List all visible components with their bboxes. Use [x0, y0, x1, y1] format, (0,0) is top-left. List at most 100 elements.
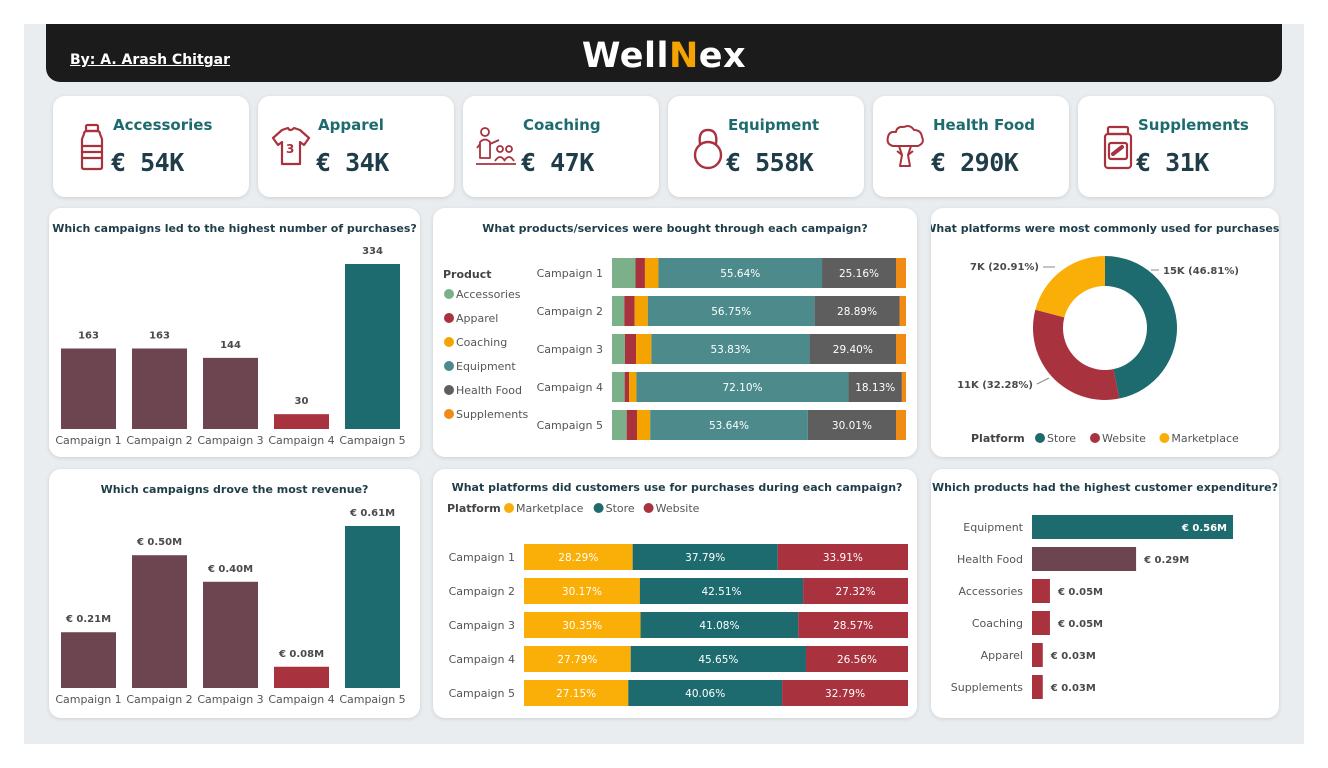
purchases-bar-chart: Which campaigns led to the highest numbe… — [52, 222, 417, 447]
segment-health-food — [814, 296, 900, 326]
data-label: 163 — [149, 330, 170, 341]
chart-title: Which products had the highest customer … — [932, 481, 1278, 494]
chart-title: Which campaigns led to the highest numbe… — [52, 222, 417, 235]
legend-marker-supplements — [444, 409, 454, 419]
tshirt-icon: 3 — [271, 126, 311, 166]
data-label: 28.57% — [833, 620, 873, 632]
data-label: 72.10% — [722, 382, 762, 394]
segment-accessories — [612, 372, 625, 402]
bar-campaign-3 — [203, 581, 258, 688]
segment-coaching — [636, 334, 652, 364]
legend-marker-equipment — [444, 361, 454, 371]
platforms-donut-chart: What platforms were most commonly used f… — [931, 222, 1279, 445]
tick-label: Campaign 2 — [126, 434, 192, 447]
segment-equipment — [651, 334, 810, 364]
svg-text:3: 3 — [286, 142, 294, 156]
tick-label: Coaching — [972, 617, 1023, 630]
tick-label: Campaign 3 — [197, 693, 263, 706]
segment-website — [798, 612, 908, 638]
bottle-icon — [80, 123, 104, 171]
legend-marker-website — [643, 503, 654, 513]
kpi-card-apparel[interactable]: 3 Apparel € 34K — [258, 96, 454, 197]
segment-marketplace — [524, 646, 631, 672]
segment-accessories — [612, 258, 636, 288]
segment-apparel — [624, 296, 635, 326]
legend-marker-coaching — [444, 337, 454, 347]
legend-marker-store — [1035, 433, 1045, 443]
tick-label: Supplements — [951, 681, 1024, 694]
kpi-card-coaching[interactable]: Coaching € 47K — [463, 96, 659, 197]
card-platforms-by-campaign: What platforms did customers use for pur… — [433, 469, 917, 718]
legend-label-marketplace: Marketplace — [516, 502, 584, 515]
segment-health-food — [848, 372, 902, 402]
data-label: 41.08% — [699, 620, 739, 632]
segment-supplements — [896, 334, 906, 364]
bar-campaign-1 — [61, 348, 116, 429]
data-label: 42.51% — [701, 586, 741, 598]
segment-coaching — [629, 372, 637, 402]
legend-marker-health-food — [444, 385, 454, 395]
bar-campaign-2 — [132, 555, 187, 688]
kpi-card-accessories[interactable]: Accessories € 54K — [53, 96, 249, 197]
legend-marker-marketplace — [504, 503, 514, 513]
segment-supplements — [899, 296, 906, 326]
legend-marker-store — [593, 503, 604, 513]
card-expenditure-chart: Which products had the highest customer … — [931, 469, 1279, 718]
legend-label-apparel: Apparel — [456, 312, 498, 325]
segment-marketplace — [524, 680, 629, 706]
kpi-card-equipment[interactable]: Equipment € 558K — [668, 96, 864, 197]
data-label: 144 — [220, 340, 241, 351]
bar-campaign-5 — [345, 264, 400, 429]
kpi-label: Health Food — [933, 116, 1036, 134]
segment-equipment — [650, 410, 808, 440]
tick-label: Campaign 2 — [449, 585, 515, 598]
tick-label: Campaign 1 — [449, 551, 515, 564]
legend-label-accessories: Accessories — [456, 288, 521, 301]
header-bar: By: A. Arash Chitgar WellNex — [46, 24, 1282, 82]
data-label: € 0.05M — [1057, 587, 1103, 598]
author-link[interactable]: By: A. Arash Chitgar — [70, 52, 231, 68]
slice-website — [1033, 309, 1120, 400]
chart-title: What platforms were most commonly used f… — [931, 222, 1279, 235]
broccoli-icon — [886, 125, 924, 167]
segment-accessories — [612, 410, 627, 440]
data-label: € 0.29M — [1143, 555, 1189, 566]
segment-accessories — [612, 296, 625, 326]
data-label: 45.65% — [698, 654, 738, 666]
segment-coaching — [634, 296, 648, 326]
slice-marketplace — [1035, 256, 1105, 318]
data-label: € 0.56M — [1181, 523, 1227, 534]
tick-label: Campaign 3 — [449, 619, 515, 632]
segment-apparel — [635, 258, 645, 288]
data-label: 53.83% — [710, 344, 750, 356]
leader-line — [1036, 377, 1050, 385]
segment-apparel — [626, 410, 637, 440]
legend-label-health-food: Health Food — [456, 384, 522, 397]
segment-marketplace — [524, 612, 641, 638]
tick-label: Campaign 4 — [268, 434, 334, 447]
legend-marker-website — [1090, 433, 1100, 443]
bar-campaign-5 — [345, 526, 400, 688]
tick-label: Campaign 2 — [537, 305, 603, 318]
legend-label-store: Store — [606, 502, 635, 515]
card-revenue-chart: Which campaigns drove the most revenue? €… — [49, 469, 420, 718]
segment-apparel — [624, 334, 637, 364]
card-purchases-chart: Which campaigns led to the highest numbe… — [49, 208, 420, 457]
segment-equipment — [636, 372, 849, 402]
kpi-value: € 47K — [521, 148, 594, 177]
kpi-card-supplements[interactable]: Supplements € 31K — [1078, 96, 1274, 197]
legend-label-store: Store — [1047, 432, 1076, 445]
kpi-value: € 34K — [316, 148, 389, 177]
tick-label: Apparel — [981, 649, 1023, 662]
tick-label: Campaign 4 — [537, 381, 603, 394]
bar-campaign-2 — [132, 348, 187, 429]
brand-tail: ex — [698, 36, 747, 76]
segment-coaching — [636, 410, 651, 440]
bar-apparel — [1032, 643, 1043, 667]
tick-label: Health Food — [957, 553, 1023, 566]
legend-title: Platform — [971, 432, 1025, 445]
data-label: € 0.05M — [1057, 619, 1103, 630]
data-label: 55.64% — [720, 268, 760, 280]
kpi-card-health-food[interactable]: Health Food € 290K — [873, 96, 1069, 197]
slice-label-marketplace: 7K (20.91%) — [970, 262, 1039, 273]
